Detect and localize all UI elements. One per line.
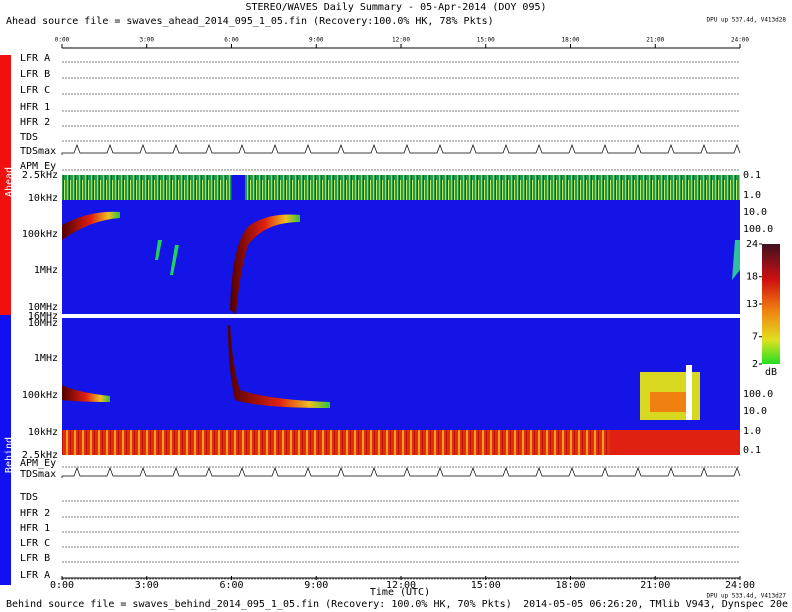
scale-label: 100.0 (743, 224, 773, 235)
panel-label: APM_Ey (20, 458, 56, 469)
panel-label: LFR C (20, 85, 50, 96)
scale-label: 100.0 (743, 389, 773, 400)
freq-label: 2.5kHz (22, 170, 58, 181)
panel-label: LFR B (20, 69, 50, 80)
behind-bar (0, 315, 11, 585)
ahead-label: Ahead (4, 167, 15, 197)
behind-label: Behind (4, 437, 15, 473)
panel-label: APM_Ey (20, 161, 56, 172)
separator (62, 314, 740, 318)
timestamp: 2014-05-05 06:26:20, TMlib V943, Dynspec… (523, 599, 788, 610)
panel-label: HFR 2 (20, 508, 50, 519)
freq-label: 10kHz (28, 193, 58, 204)
behind-dpu: DPU up 533.4d, V413d27 (707, 593, 787, 600)
time-tick-top: 6:00 (224, 37, 239, 44)
time-tick-top: 9:00 (309, 37, 324, 44)
freq-label: 16MHz (28, 311, 58, 322)
colorbar-tick: 2 (752, 359, 758, 370)
panel-label: LFR A (20, 570, 50, 581)
colorbar-tick: 24 (746, 239, 758, 250)
panel-label: LFR C (20, 538, 50, 549)
time-tick-bottom: 12:00 (386, 580, 416, 591)
freq-label: 10kHz (28, 427, 58, 438)
panel-label: LFR A (20, 53, 50, 64)
time-tick-bottom: 21:00 (640, 580, 670, 591)
trace (61, 467, 741, 478)
panel-label: HFR 1 (20, 102, 50, 113)
freq-label: 2.5kHz (22, 450, 58, 461)
freq-label: 100kHz (22, 229, 58, 240)
panel-label: TDSmax (20, 146, 56, 157)
ahead-source: Ahead source file = swaves_ahead_2014_09… (6, 16, 494, 27)
ahead-dpu: DPU up 537.4d, V413d28 (707, 17, 787, 24)
colorbar-unit: dB (765, 367, 777, 378)
trace (61, 144, 741, 155)
freq-label: 10MHz (28, 318, 58, 329)
panel-label: LFR B (20, 553, 50, 564)
time-tick-bottom: 15:00 (471, 580, 501, 591)
time-tick-top: 12:00 (392, 37, 410, 44)
time-tick-top: 24:00 (731, 37, 749, 44)
time-tick-top: 18:00 (561, 37, 579, 44)
colorbar (762, 244, 780, 364)
time-tick-bottom: 24:00 (725, 580, 755, 591)
time-tick-top: 21:00 (646, 37, 664, 44)
time-tick-top: 3:00 (140, 37, 155, 44)
scale-label: 0.1 (743, 170, 761, 181)
time-tick-top: 0:00 (55, 37, 70, 44)
time-label: Time (UTC) (370, 587, 430, 598)
scale-label: 10.0 (743, 207, 767, 218)
time-tick-bottom: 9:00 (304, 580, 328, 591)
freq-label: 100kHz (22, 390, 58, 401)
time-tick-top: 15:00 (477, 37, 495, 44)
scale-label: 10.0 (743, 406, 767, 417)
panel-label: TDS (20, 492, 38, 503)
panel-label: TDSmax (20, 469, 56, 480)
panel-label: TDS (20, 132, 38, 143)
freq-label: 10MHz (28, 302, 58, 313)
scale-label: 0.1 (743, 445, 761, 456)
ahead-spectrogram (62, 175, 740, 314)
scale-label: 1.0 (743, 426, 761, 437)
panel-label: HFR 1 (20, 523, 50, 534)
ahead-bar (0, 55, 11, 315)
behind-source: Behind source file = swaves_behind_2014_… (6, 599, 512, 610)
colorbar-tick: 7 (752, 332, 758, 343)
scale-label: 1.0 (743, 190, 761, 201)
time-tick-bottom: 0:00 (50, 580, 74, 591)
colorbar-tick: 13 (746, 299, 758, 310)
behind-spectrogram (62, 318, 740, 455)
time-tick-bottom: 18:00 (555, 580, 585, 591)
panel-label: HFR 2 (20, 117, 50, 128)
colorbar-tick: 18 (746, 272, 758, 283)
time-tick-bottom: 6:00 (219, 580, 243, 591)
time-tick-bottom: 3:00 (135, 580, 159, 591)
title: STEREO/WAVES Daily Summary - 05-Apr-2014… (245, 2, 546, 13)
freq-label: 1MHz (34, 265, 58, 276)
freq-label: 1MHz (34, 353, 58, 364)
